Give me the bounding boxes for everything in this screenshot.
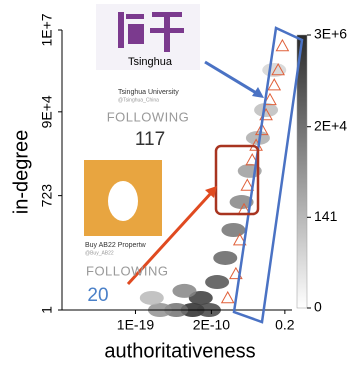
x-axis-title: authoritativeness <box>104 340 255 362</box>
x-tick-label: 2E-10 <box>193 317 231 333</box>
colorbar-tick-label: 0 <box>314 299 322 315</box>
density-cell <box>140 291 164 305</box>
point <box>268 79 280 90</box>
x-tick-label: 0.2 <box>275 317 295 333</box>
chart: in-degree authoritativeness Tsinghua Tsi… <box>0 0 358 366</box>
colorbar <box>297 35 307 308</box>
logo-stroke <box>126 14 144 19</box>
colorbar-tick-label: 141 <box>314 208 338 224</box>
point <box>222 292 234 303</box>
colorbar-tick-label: 3E+6 <box>314 26 347 42</box>
density-cell <box>172 284 196 298</box>
y-tick-label: 723 <box>39 184 55 208</box>
avatar-egg <box>108 181 138 221</box>
logo-text: Tsinghua <box>128 56 173 68</box>
following-label: FOLLOWING <box>107 109 190 124</box>
inset-card: Buy AB22 Propertw @Buy_AB22 FOLLOWING 20 <box>84 160 169 306</box>
density-cell <box>205 275 229 289</box>
y-tick-label: 1 <box>39 306 55 314</box>
y-axis-title: in-degree <box>10 130 32 215</box>
following-count: 117 <box>135 129 165 150</box>
y-tick-label: 9E+4 <box>39 95 55 128</box>
inset-card: Tsinghua Tsinghua University @Tsinghua_C… <box>96 4 200 150</box>
density-cell <box>213 251 237 265</box>
arrow <box>205 62 258 94</box>
account-name: Buy AB22 Propertw <box>85 242 147 249</box>
x-tick-label: 1E-19 <box>117 317 155 333</box>
account-name: Tsinghua University <box>118 89 179 96</box>
colorbar-tick-label: 2E+4 <box>314 117 347 133</box>
account-handle: @Buy_AB22 <box>85 250 114 256</box>
following-count: 20 <box>87 285 108 306</box>
logo-stroke <box>150 28 184 33</box>
logo-stroke <box>128 24 144 44</box>
logo-stroke <box>118 12 124 48</box>
following-label: FOLLOWING <box>86 263 169 278</box>
point <box>276 40 288 51</box>
account-handle: @Tsinghua_China <box>118 97 159 103</box>
density-cell <box>221 223 245 237</box>
y-tick-label: 1E+7 <box>39 13 55 46</box>
